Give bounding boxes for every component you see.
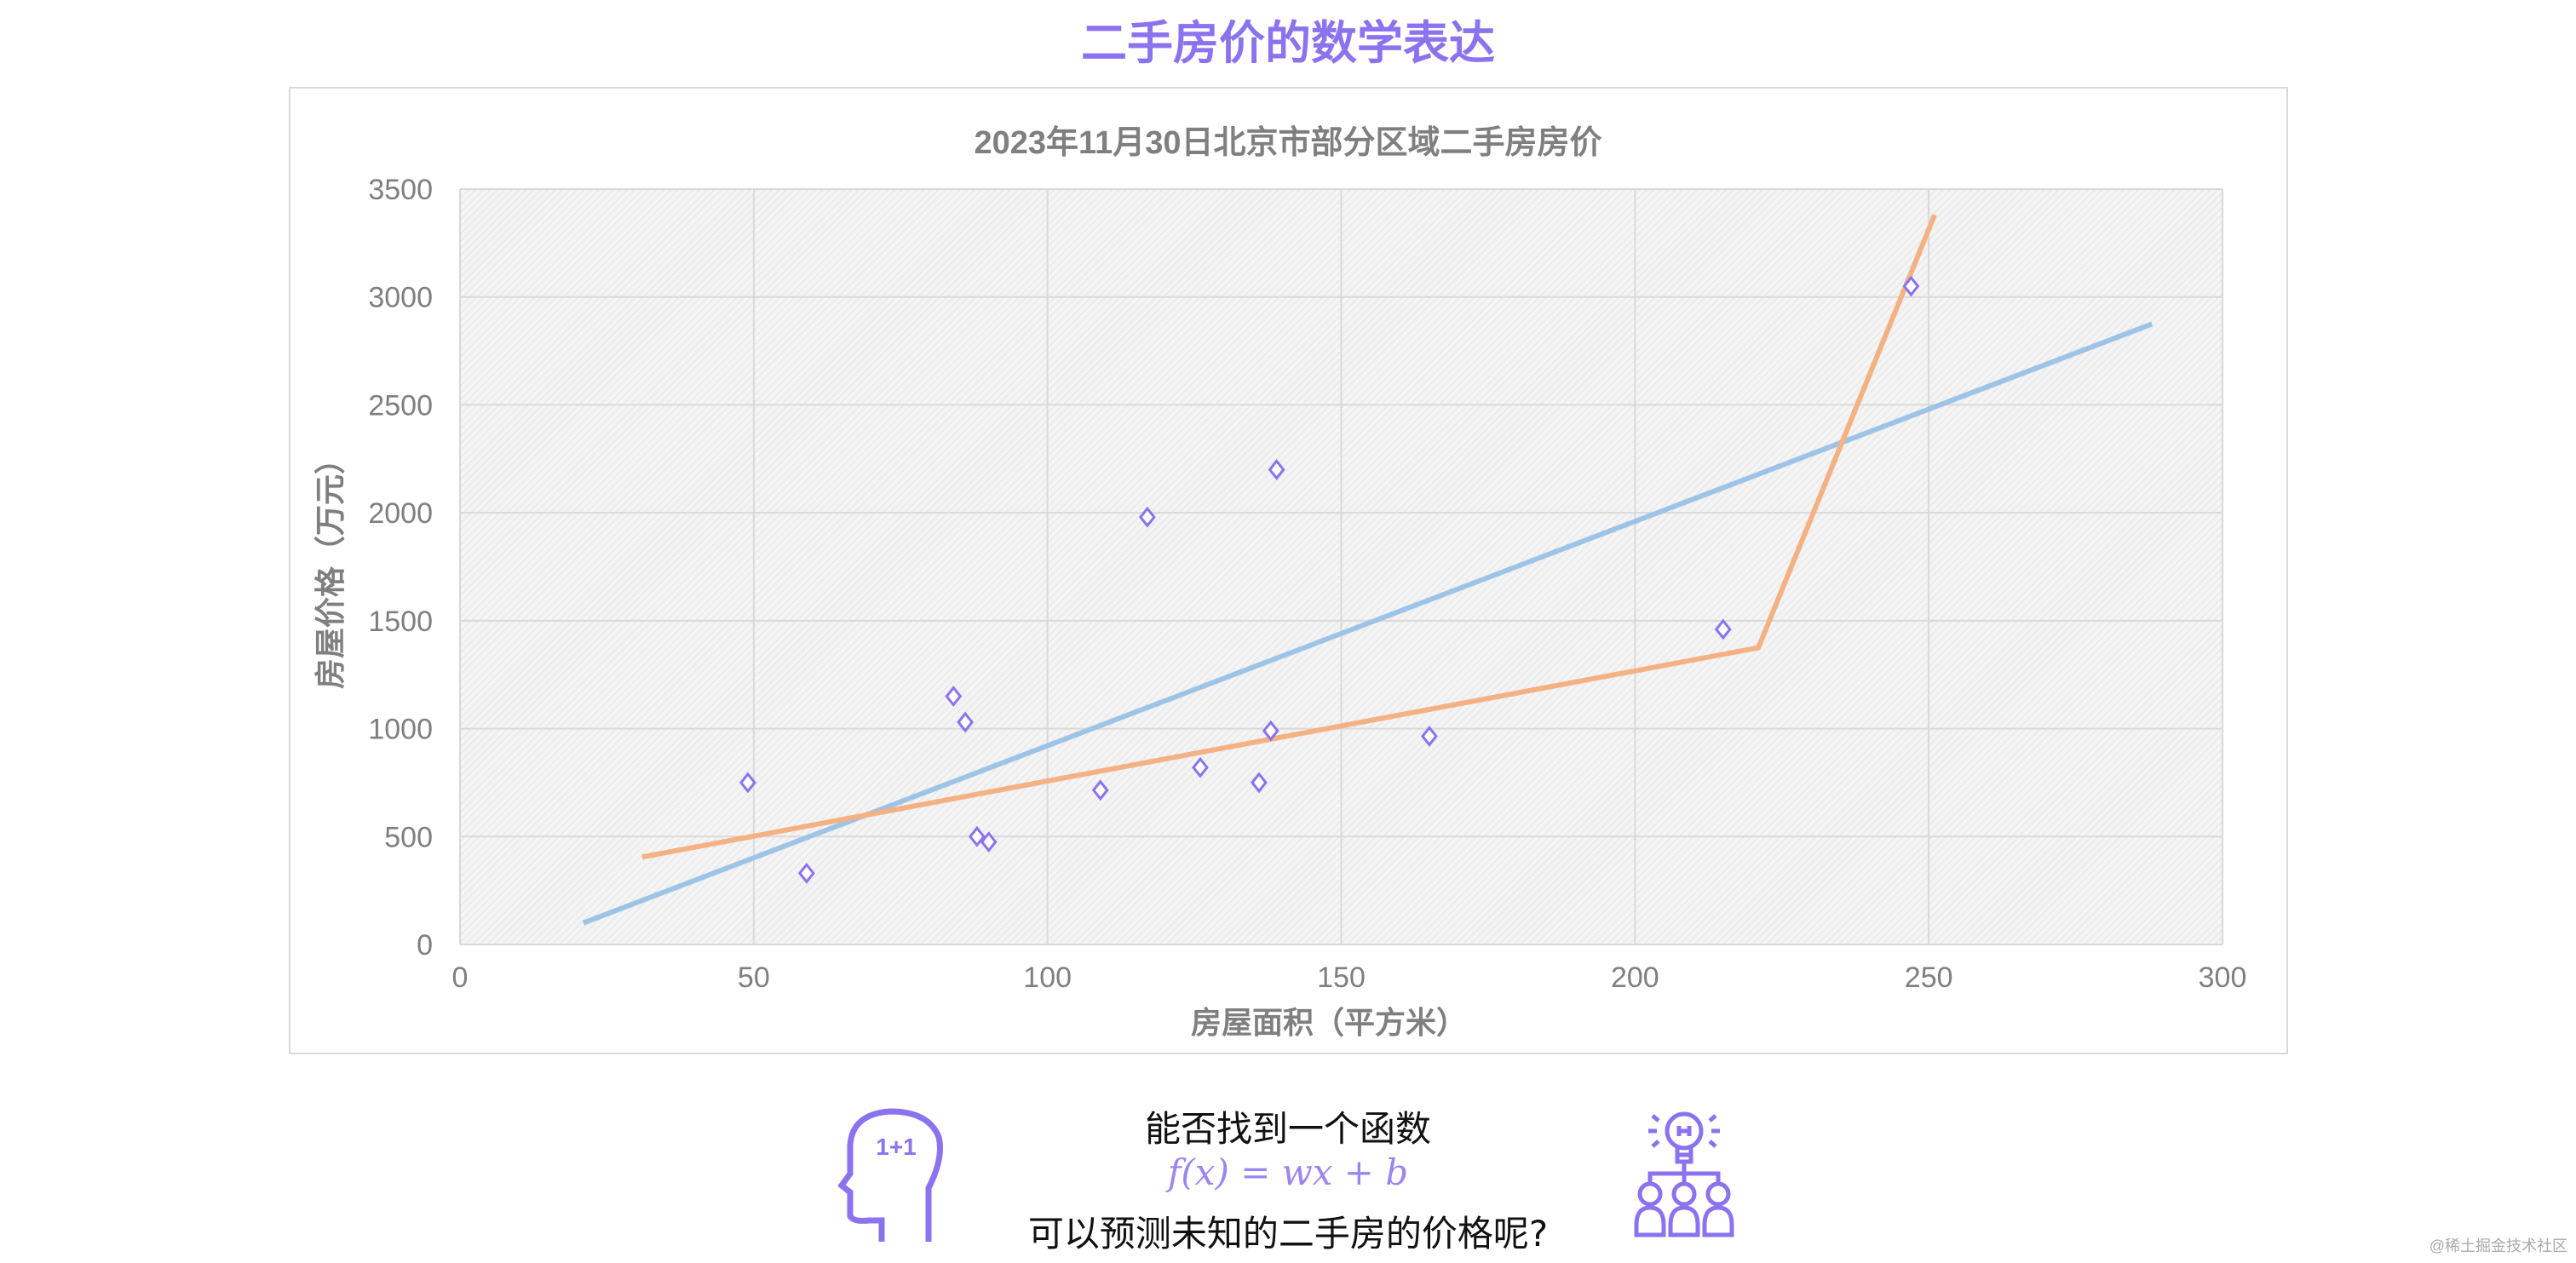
x-tick-label: 50 (738, 962, 770, 994)
page-title: 二手房价的数学表达 (1081, 18, 1495, 69)
data-point (1902, 275, 1920, 297)
x-tick-label: 200 (1611, 962, 1659, 994)
data-point (1192, 756, 1209, 778)
data-point (797, 862, 815, 884)
data-point (1251, 772, 1268, 794)
data-point (1091, 779, 1109, 801)
data-point (1714, 618, 1732, 640)
y-tick-label: 3500 (368, 174, 433, 206)
head-thinking-icon: 1+1 (837, 1108, 943, 1242)
linear-fit-line (582, 321, 2153, 926)
y-tick-label: 1000 (368, 714, 433, 746)
data-point (1262, 720, 1279, 742)
y-tick-label: 2500 (368, 389, 433, 422)
chart-title: 2023年11月30日北京市部分区域二手房房价 (975, 125, 1602, 161)
y-tick-label: 500 (384, 821, 433, 853)
data-point (980, 831, 998, 853)
data-point (1138, 506, 1156, 528)
data-point (957, 711, 975, 733)
y-axis-title: 房屋价格（万元） (313, 444, 348, 689)
data-point (1268, 459, 1285, 480)
y-tick-label: 1500 (368, 606, 433, 638)
data-point (739, 772, 756, 794)
x-tick-label: 100 (1023, 962, 1072, 994)
y-tick-label: 3000 (368, 282, 433, 314)
watermark: @稀土掘金技术社区 (2429, 1237, 2567, 1254)
data-point (945, 686, 963, 707)
x-tick-label: 0 (452, 962, 469, 994)
data-point (1421, 726, 1438, 747)
formula: f(x) = wx + b (1167, 1151, 1409, 1193)
head-icon-label: 1+1 (876, 1134, 917, 1160)
question-line-2: 可以预测未知的二手房的价格呢? (1027, 1213, 1549, 1254)
x-tick-label: 250 (1905, 962, 1953, 994)
lightbulb-team-icon (1634, 1111, 1734, 1237)
x-tick-label: 300 (2199, 962, 2247, 994)
x-tick-label: 150 (1317, 962, 1366, 994)
data-point (968, 825, 986, 847)
y-tick-label: 0 (417, 929, 433, 962)
question-line-1: 能否找到一个函数 (1144, 1108, 1431, 1150)
y-tick-label: 2000 (368, 497, 433, 530)
x-axis-title: 房屋面积（平方米） (1191, 1005, 1467, 1040)
piecewise-fit-line (641, 214, 1937, 860)
